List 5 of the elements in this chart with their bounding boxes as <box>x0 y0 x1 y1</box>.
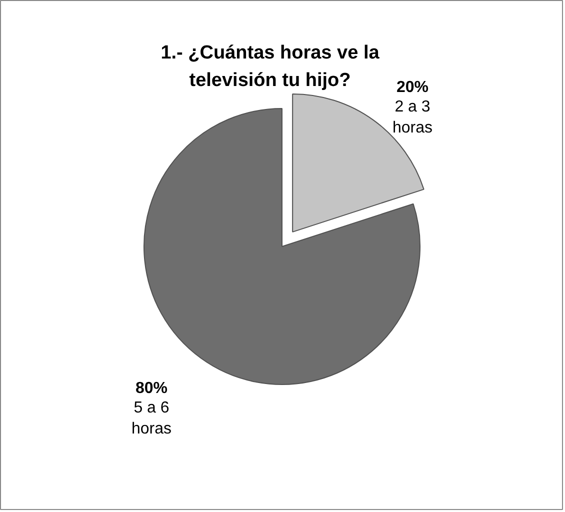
slice-label: 5 a 6 horas <box>132 399 172 438</box>
data-label: 80% <box>136 380 168 397</box>
chart-title: 1.- ¿Cuántas horas ve la televisión tu hijo? <box>160 42 380 91</box>
data-label: 20% <box>396 79 429 96</box>
slice-label: 2 a 3 horas <box>392 98 433 137</box>
